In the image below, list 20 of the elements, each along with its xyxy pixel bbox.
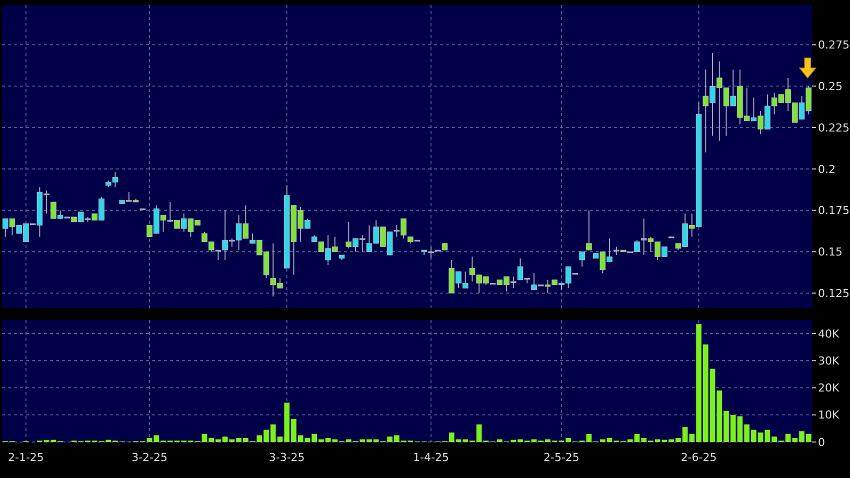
y-tick-label: 0.175	[818, 204, 850, 218]
y-tick-label: 20K	[818, 382, 840, 395]
x-tick-label: 3-2-25	[132, 451, 168, 464]
y-tick-label: 40K	[818, 327, 840, 340]
x-tick-label: 3-3-25	[268, 451, 305, 464]
y-tick-label: 0.225	[818, 121, 850, 134]
y-tick-label: 0.25	[818, 80, 842, 93]
x-tick-label: 2-1-25	[8, 451, 44, 464]
x-tick-label: 1-4-25	[413, 451, 449, 464]
y-tick-label: 30K	[818, 354, 840, 368]
y-tick-label: 0.275	[818, 38, 850, 52]
y-tick-label: 0.15	[818, 246, 842, 259]
y-tick-label: 0.125	[818, 286, 850, 300]
y-tick-label: 10K	[818, 408, 840, 422]
y-tick-label: 0	[818, 436, 825, 449]
x-tick-label: 2-6-25	[680, 451, 717, 464]
y-tick-label: 0.2	[818, 162, 836, 176]
candlestick	[579, 251, 585, 268]
x-tick-label: 2-5-25	[544, 451, 580, 464]
candlestick	[586, 210, 592, 251]
